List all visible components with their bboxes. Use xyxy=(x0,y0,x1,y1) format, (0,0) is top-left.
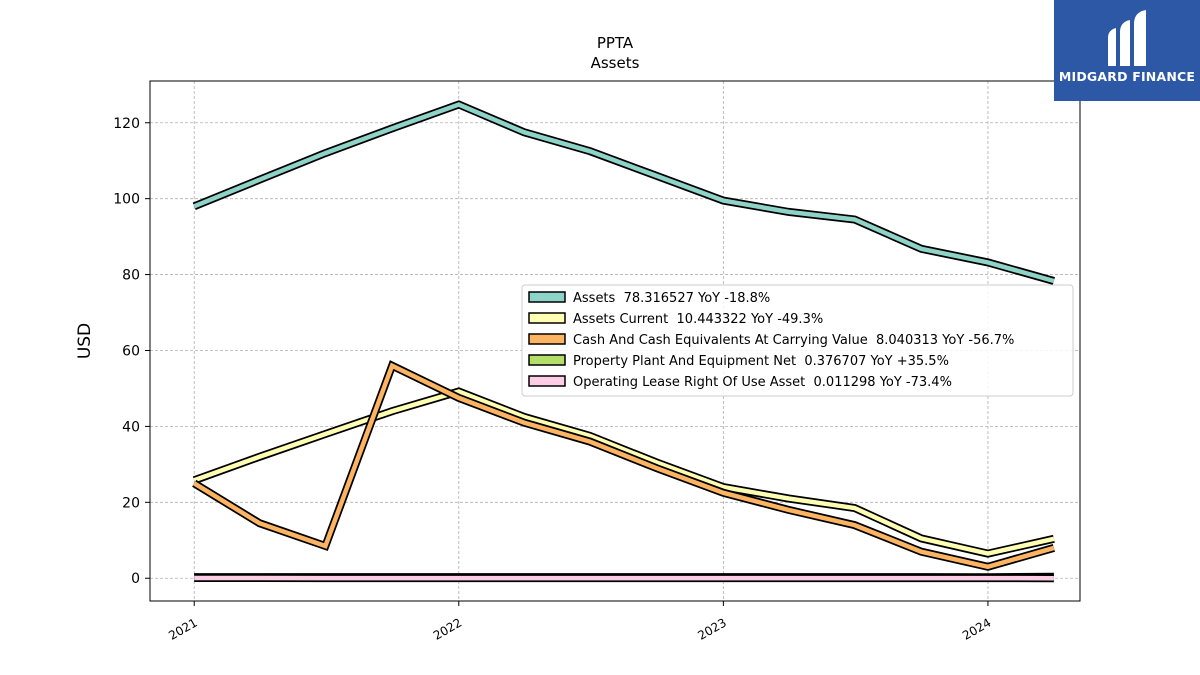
series-2 xyxy=(192,387,1055,558)
y-axis-label: USD xyxy=(75,323,95,359)
legend-label: Operating Lease Right Of Use Asset 0.011… xyxy=(573,375,952,390)
series-line xyxy=(193,102,1055,284)
legend-item: Operating Lease Right Of Use Asset 0.011… xyxy=(528,375,952,390)
y-tick-label: 80 xyxy=(122,268,140,284)
legend-swatch xyxy=(528,312,566,324)
legend-item: Assets Current 10.443322 YoY -49.3% xyxy=(528,312,823,327)
x-tick-label: 2021 xyxy=(166,615,199,642)
legend-item: Assets 78.316527 YoY -18.8% xyxy=(528,291,770,306)
chart-title: PPTA xyxy=(597,34,634,52)
legend-swatch xyxy=(528,375,566,387)
legend-label: Assets Current 10.443322 YoY -49.3% xyxy=(573,312,823,327)
legend-label: Assets 78.316527 YoY -18.8% xyxy=(573,291,770,306)
legend-item: Property Plant And Equipment Net 0.37670… xyxy=(528,354,949,369)
y-tick-label: 0 xyxy=(131,571,140,587)
legend-swatch xyxy=(528,333,566,345)
y-tick-label: 60 xyxy=(122,343,140,359)
legend-label: Cash And Cash Equivalents At Carrying Va… xyxy=(573,333,1014,348)
chart-subtitle: Assets xyxy=(591,54,640,72)
logo-text: MIDGARD FINANCE xyxy=(1058,69,1196,84)
series-1 xyxy=(192,100,1055,285)
y-tick-label: 100 xyxy=(113,192,140,208)
x-tick-label: 2022 xyxy=(431,615,464,642)
x-tick-label: 2023 xyxy=(695,615,728,642)
legend-box xyxy=(521,284,1074,397)
legend-item: Cash And Cash Equivalents At Carrying Va… xyxy=(528,333,1014,348)
y-tick-label: 20 xyxy=(122,495,140,511)
series-line xyxy=(193,362,1055,570)
series-line-outline xyxy=(192,387,1055,558)
grid xyxy=(150,81,1080,601)
series-line xyxy=(193,389,1055,556)
x-tick-label: 2024 xyxy=(960,615,993,642)
legend-swatch xyxy=(528,291,566,303)
series-3 xyxy=(192,360,1056,571)
legend-label: Property Plant And Equipment Net 0.37670… xyxy=(573,354,949,369)
plot-frame xyxy=(149,80,1081,602)
legend-swatch xyxy=(528,354,566,366)
series-line-outline xyxy=(192,100,1055,285)
y-tick-label: 40 xyxy=(122,419,140,435)
logo-mark-icon xyxy=(1108,10,1146,66)
y-tick-label: 120 xyxy=(113,116,140,132)
midgard-finance-logo: MIDGARD FINANCE xyxy=(1054,0,1200,101)
legend: Assets 78.316527 YoY -18.8% Assets Curren… xyxy=(521,284,1074,397)
